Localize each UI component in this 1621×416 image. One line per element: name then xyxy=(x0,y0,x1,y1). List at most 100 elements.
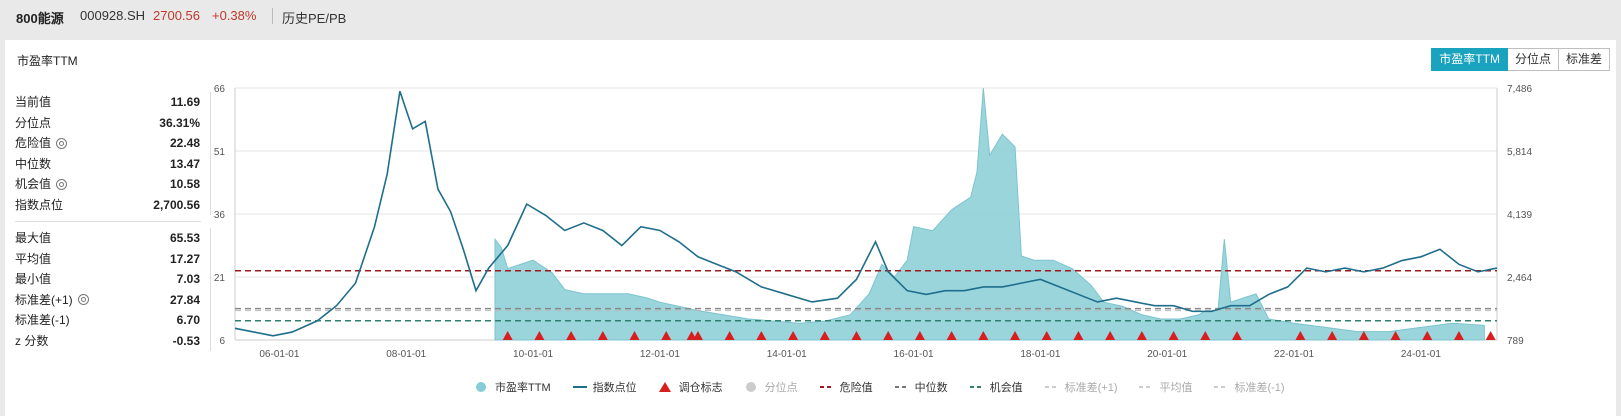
pe-ttm-button[interactable]: 市盈率TTM xyxy=(1431,48,1508,71)
rebalance-marker xyxy=(978,331,989,340)
y-right-tick-label: 5,814 xyxy=(1507,147,1532,158)
rebalance-marker xyxy=(629,331,640,340)
x-tick-label: 22-01-01 xyxy=(1274,349,1314,360)
stat-label: 平均值 xyxy=(15,251,52,266)
legend-swatch xyxy=(1214,386,1229,388)
stat-value: 10.58 xyxy=(169,177,200,191)
legend-swatch xyxy=(819,386,834,388)
stat-row: 标准差(+1) 27.84 xyxy=(15,289,211,311)
rebalance-marker xyxy=(788,331,799,340)
legend-swatch xyxy=(476,382,486,392)
gear-icon[interactable] xyxy=(77,294,89,306)
rebalance-marker xyxy=(1295,331,1306,340)
legend-item[interactable]: 机会值 xyxy=(969,379,1023,395)
legend-swatch xyxy=(1044,386,1059,388)
rebalance-marker xyxy=(946,331,957,340)
legend-label: 标准差(+1) xyxy=(1064,382,1118,394)
rebalance-marker xyxy=(1422,331,1433,340)
index-change: +0.38% xyxy=(212,8,257,23)
stat-row: 指数点位 2,700.56 xyxy=(15,194,211,215)
legend-item[interactable]: 调仓标志 xyxy=(658,379,723,395)
legend-item[interactable]: 危险值 xyxy=(819,379,873,395)
stat-label: 标准差(+1) xyxy=(15,290,89,311)
tab-history-pe-pb[interactable]: 历史PE/PB xyxy=(282,11,347,26)
x-tick-label: 18-01-01 xyxy=(1020,349,1060,360)
legend-label: 标准差(-1) xyxy=(1234,382,1285,394)
stat-value: 65.53 xyxy=(169,231,200,245)
stat-value: 6.70 xyxy=(176,313,200,327)
legend-label: 市盈率TTM xyxy=(495,382,551,394)
stat-label: 最小值 xyxy=(15,272,52,286)
legend-item[interactable]: 标准差(+1) xyxy=(1044,379,1118,395)
stat-label: 中位数 xyxy=(15,156,52,171)
panel-title: 市盈率TTM xyxy=(17,54,78,68)
rebalance-marker xyxy=(597,331,608,340)
divider xyxy=(272,8,273,24)
y-right-tick-label: 7,486 xyxy=(1507,84,1532,95)
percentile-button[interactable]: 分位点 xyxy=(1507,48,1559,71)
legend-item[interactable]: 分位点 xyxy=(745,379,798,395)
legend-label: 危险值 xyxy=(839,382,873,394)
y-left-tick-label: 21 xyxy=(214,273,226,284)
rebalance-marker xyxy=(1041,331,1052,340)
legend-item[interactable]: 中位数 xyxy=(894,379,948,395)
stat-label: 机会值 xyxy=(15,174,68,195)
rebalance-marker xyxy=(851,331,862,340)
y-left-tick-label: 66 xyxy=(214,84,226,95)
gear-icon[interactable] xyxy=(56,178,68,190)
legend-label: 调仓标志 xyxy=(678,382,723,394)
stats-table: 当前值 11.69 分位点 36.31% 危险值 22.48 中位数 13.47 机会值 10.5… xyxy=(15,92,211,351)
rebalance-marker xyxy=(1358,331,1369,340)
stat-value: 11.69 xyxy=(170,95,200,109)
legend-label: 分位点 xyxy=(764,382,798,394)
legend-label: 中位数 xyxy=(914,382,948,394)
index-price: 2700.56 xyxy=(153,8,200,23)
rebalance-marker xyxy=(534,331,545,340)
x-tick-label: 10-01-01 xyxy=(513,349,553,360)
stat-value: 22.48 xyxy=(169,136,200,150)
legend-swatch xyxy=(745,382,756,392)
stat-value: 2,700.56 xyxy=(153,197,200,212)
legend-swatch xyxy=(658,382,671,392)
pe-area xyxy=(494,87,1485,341)
x-tick-label: 12-01-01 xyxy=(640,349,680,360)
stat-row: 中位数 13.47 xyxy=(15,153,211,174)
rebalance-marker xyxy=(914,331,925,340)
stat-label: 最大值 xyxy=(15,231,52,245)
stat-row: 危险值 22.48 xyxy=(15,133,211,154)
y-left-tick-label: 6 xyxy=(219,336,225,347)
rebalance-marker xyxy=(1105,331,1116,340)
rebalance-marker xyxy=(1453,331,1464,340)
rebalance-marker xyxy=(1168,331,1179,340)
metric-toggle-group: 市盈率TTM 分位点 标准差 xyxy=(1431,48,1610,71)
rebalance-marker xyxy=(1485,331,1496,340)
rebalance-marker xyxy=(661,331,672,340)
x-tick-label: 20-01-01 xyxy=(1147,349,1187,360)
stat-value: 36.31% xyxy=(159,115,200,130)
legend-item[interactable]: 标准差(-1) xyxy=(1214,379,1285,395)
stat-row: 标准差(-1) 6.70 xyxy=(15,310,211,331)
x-tick-label: 14-01-01 xyxy=(767,349,807,360)
y-right-tick-label: 789 xyxy=(1507,336,1524,347)
stat-value: 27.84 xyxy=(169,292,200,307)
rebalance-marker xyxy=(1073,331,1084,340)
legend-item[interactable]: 指数点位 xyxy=(572,379,637,395)
top-bar: 800能源 000928.SH 2700.56 +0.38% 历史PE/PB xyxy=(0,0,1621,36)
stat-row: 平均值 17.27 xyxy=(15,248,211,269)
stat-row: 分位点 36.31% xyxy=(15,112,211,133)
legend-item[interactable]: 市盈率TTM xyxy=(475,379,551,395)
stat-value: -0.53 xyxy=(172,333,200,348)
std-dev-button[interactable]: 标准差 xyxy=(1558,48,1610,71)
rebalance-marker xyxy=(1327,331,1338,340)
stat-label: 危险值 xyxy=(15,133,68,154)
legend-label: 机会值 xyxy=(989,382,1023,394)
legend-label: 指数点位 xyxy=(592,382,637,394)
rebalance-marker xyxy=(883,331,894,340)
x-tick-label: 24-01-01 xyxy=(1401,349,1441,360)
legend-item[interactable]: 平均值 xyxy=(1139,379,1192,395)
legend-swatch xyxy=(969,386,984,388)
chart-legend: 市盈率TTM 指数点位 调仓标志 分位点 危险值 中位数 机会值 标准差(+1) 平均值 标准差(… xyxy=(475,379,1307,395)
gear-icon[interactable] xyxy=(56,137,68,149)
stat-label: 标准差(-1) xyxy=(15,313,70,327)
rebalance-marker xyxy=(1231,331,1242,340)
